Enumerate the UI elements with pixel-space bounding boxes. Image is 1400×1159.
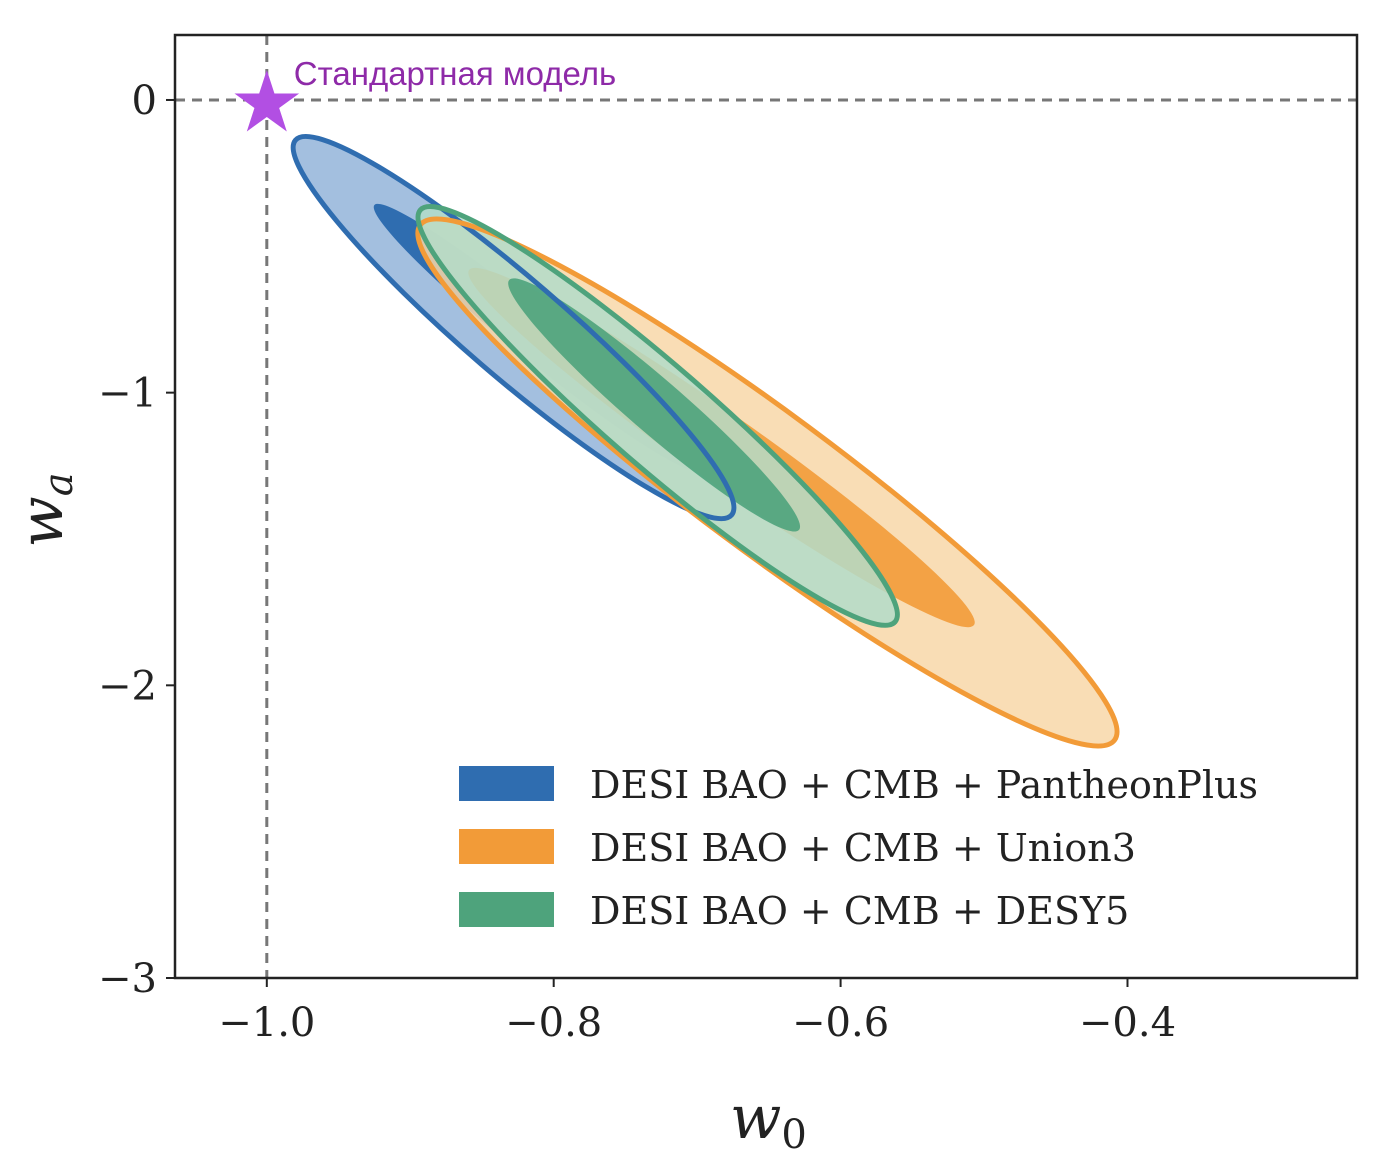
- contour-outline-2: [415, 204, 900, 628]
- x-axis-label: w0: [730, 1083, 807, 1158]
- x-tick-label: −0.8: [505, 1000, 602, 1046]
- legend-label: DESI BAO + CMB + DESY5: [590, 889, 1129, 933]
- y-tick-label: 0: [132, 78, 157, 124]
- y-tick-label: −2: [98, 663, 157, 709]
- legend-swatch: [459, 766, 554, 801]
- standard-model-star-marker: [234, 69, 300, 132]
- y-tick-label: −1: [98, 371, 157, 417]
- y-tick-label: −3: [98, 956, 157, 1002]
- plot-frame: [173, 33, 1359, 980]
- y-axis-label: wa: [7, 472, 82, 547]
- legend-label: DESI BAO + CMB + Union3: [590, 826, 1136, 870]
- x-tick-label: −0.4: [1079, 1000, 1176, 1046]
- contour-outline-0: [290, 133, 737, 522]
- standard-model-annotation: Стандартная модель: [294, 55, 616, 92]
- legend-swatch: [459, 892, 554, 927]
- legend-label: DESI BAO + CMB + PantheonPlus: [590, 763, 1258, 807]
- legend-swatch: [459, 829, 554, 864]
- contour-inner-fill-2: [508, 278, 801, 532]
- x-tick-label: −1.0: [218, 1000, 315, 1046]
- x-tick-label: −0.6: [792, 1000, 889, 1046]
